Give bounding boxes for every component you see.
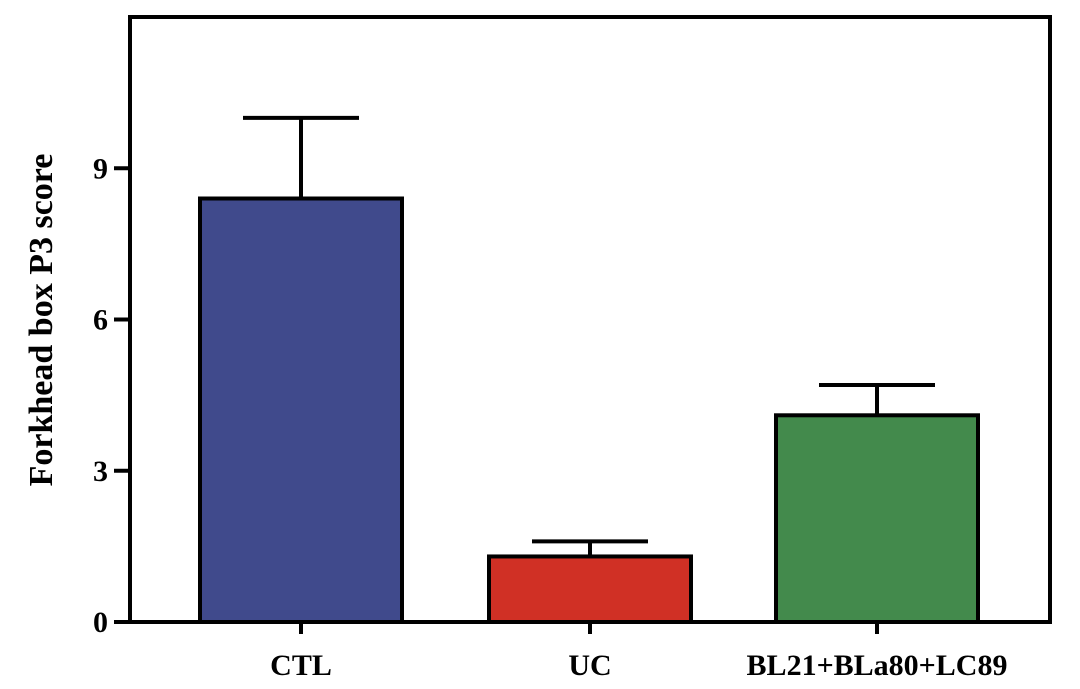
- y-tick-label: 3: [93, 455, 108, 488]
- x-axis-ticks: CTL UC BL21+BLa80+LC89: [270, 622, 1007, 682]
- x-tick-label: UC: [568, 649, 611, 682]
- bars-group: [198, 196, 980, 624]
- y-axis-ticks: 0 3 6 9: [93, 152, 130, 639]
- x-tick-label: CTL: [270, 649, 332, 682]
- y-tick-label: 9: [93, 152, 108, 185]
- y-tick-label: 6: [93, 304, 108, 337]
- bar-ctl: [198, 196, 404, 624]
- y-axis-title: Forkhead box P3 score: [23, 154, 60, 487]
- bar-uc: [487, 554, 693, 624]
- x-tick-label: BL21+BLa80+LC89: [747, 649, 1008, 682]
- error-bars-group: [243, 115, 935, 557]
- y-tick-label: 0: [93, 606, 108, 639]
- bar-bl21-bla80-lc89: [774, 413, 980, 624]
